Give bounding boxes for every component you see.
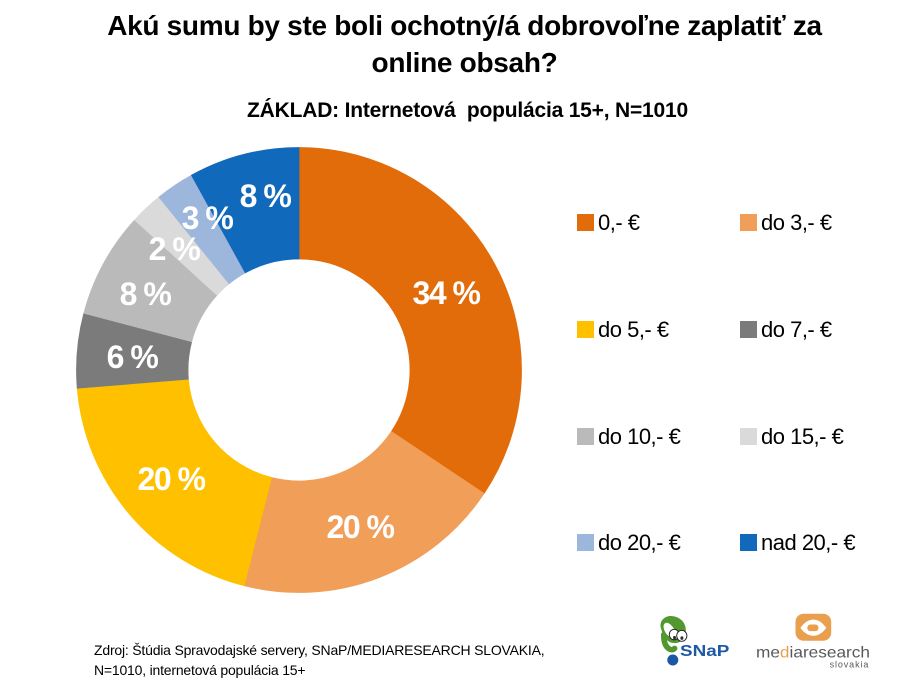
svg-text:34 %: 34 % (413, 275, 481, 311)
svg-text:2 %: 2 % (149, 231, 201, 267)
svg-text:SNaP: SNaP (680, 643, 730, 660)
svg-text:8 %: 8 % (240, 178, 292, 214)
svg-text:6 %: 6 % (107, 339, 159, 375)
svg-text:slovakia: slovakia (830, 660, 870, 670)
svg-text:20 %: 20 % (327, 509, 395, 545)
svg-text:20 %: 20 % (138, 461, 206, 497)
svg-text:3 %: 3 % (182, 200, 234, 236)
svg-text:8 %: 8 % (120, 276, 172, 312)
